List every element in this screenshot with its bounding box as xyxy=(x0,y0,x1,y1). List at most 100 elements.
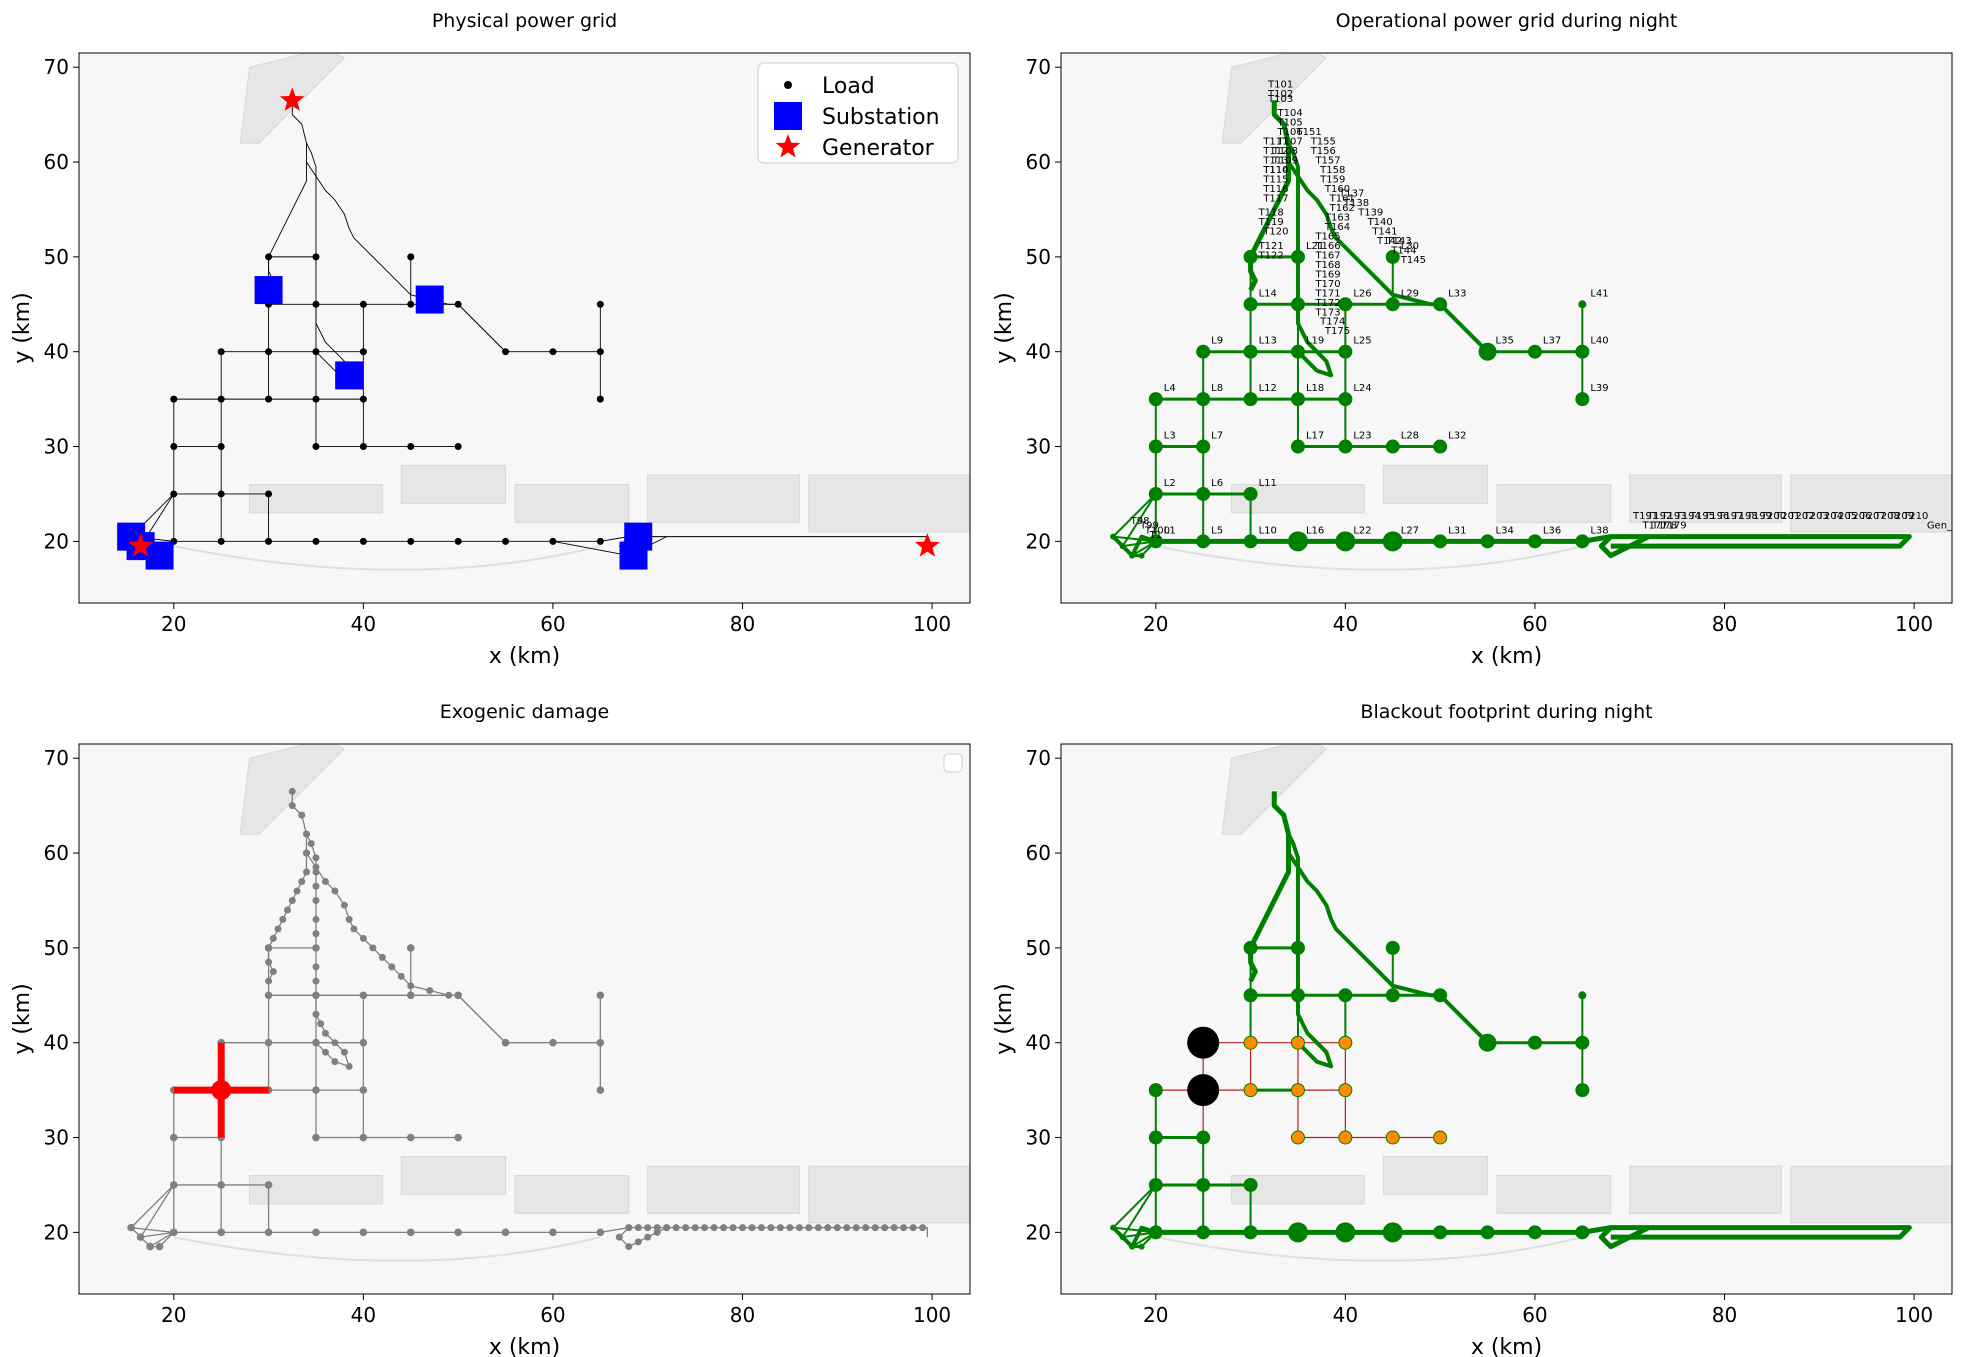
grid-node xyxy=(359,1038,368,1047)
node-label: T171 xyxy=(1314,288,1340,299)
operational-node xyxy=(1433,297,1448,312)
grid-node xyxy=(739,1224,747,1232)
grid-node xyxy=(615,1233,623,1241)
grid-node xyxy=(279,915,287,923)
grid-node xyxy=(264,1181,273,1189)
node-label: T117 xyxy=(1262,193,1288,204)
load-point xyxy=(312,348,320,356)
grid-node xyxy=(312,863,320,871)
operational-node xyxy=(1290,344,1305,359)
operational-node xyxy=(1243,534,1258,549)
grid-node xyxy=(127,1223,135,1232)
operational-node xyxy=(1196,1177,1211,1192)
node-label: L21 xyxy=(1306,241,1324,252)
terrain-shape xyxy=(1790,474,1952,533)
grid-node xyxy=(288,802,296,810)
load-point xyxy=(454,443,462,451)
operational-node xyxy=(1196,344,1211,359)
load-point xyxy=(312,537,320,545)
grid-node xyxy=(426,987,434,995)
network-layer xyxy=(117,87,940,570)
grid-node xyxy=(909,1224,917,1232)
x-tick-label: 100 xyxy=(1895,612,1933,636)
operational-node xyxy=(1338,439,1353,454)
grid-node xyxy=(312,1010,320,1018)
damaged-node xyxy=(211,1080,232,1101)
grid-node xyxy=(331,1058,339,1066)
grid-node xyxy=(217,1181,225,1189)
node-label: T203 xyxy=(1803,511,1829,522)
y-tick-label: 30 xyxy=(1026,435,1051,459)
load-point xyxy=(596,300,604,308)
y-axis-label: y (km) xyxy=(992,983,1017,1054)
node-label: L4 xyxy=(1164,383,1176,394)
operational-node xyxy=(1478,1033,1497,1052)
node-label: T205 xyxy=(1831,511,1857,522)
y-tick-label: 20 xyxy=(44,529,69,553)
grid-node xyxy=(302,830,310,838)
grid-node xyxy=(155,1242,164,1251)
node-label: L39 xyxy=(1590,383,1608,394)
chart-title: Physical power grid xyxy=(432,10,617,32)
node-label: T119 xyxy=(1258,217,1284,228)
grid-node xyxy=(406,1133,415,1142)
grid-node xyxy=(757,1224,765,1232)
node-label: T98 xyxy=(1130,516,1150,527)
grid-node xyxy=(359,1086,368,1094)
grid-node xyxy=(596,991,605,1000)
node-label: T210 xyxy=(1902,511,1928,522)
terrain-shape xyxy=(400,465,507,504)
panel-1: 20 40 60 80 100 20 30 40 50 60 70 Physical power gr… xyxy=(10,10,971,669)
node-label: L29 xyxy=(1401,288,1419,299)
node-label: L1 xyxy=(1164,525,1176,536)
generator-marker xyxy=(775,134,801,158)
grid-node xyxy=(824,1224,832,1232)
node-label: L2 xyxy=(1164,478,1176,489)
x-tick-label: 100 xyxy=(913,612,951,636)
node-label: T161 xyxy=(1329,193,1355,204)
grid-node xyxy=(900,1224,908,1232)
operational-node xyxy=(1243,249,1258,264)
operational-node xyxy=(1575,1035,1590,1050)
grid-node xyxy=(406,944,415,952)
grid-node xyxy=(321,878,329,885)
terrain-shape xyxy=(808,1165,970,1224)
operational-node xyxy=(1243,1225,1258,1240)
node-label: T198 xyxy=(1732,511,1758,522)
y-tick-label: 70 xyxy=(1026,55,1051,79)
x-tick-label: 60 xyxy=(540,612,565,636)
node-label: T158 xyxy=(1319,165,1345,176)
terrain-shape xyxy=(647,474,800,523)
grid-node xyxy=(634,1224,642,1232)
operational-node xyxy=(1243,988,1258,1003)
node-label: L7 xyxy=(1211,431,1223,442)
operational-node xyxy=(1527,344,1542,359)
grid-node xyxy=(625,1224,633,1232)
node-label: T196 xyxy=(1703,511,1729,522)
grid-node xyxy=(549,1038,557,1047)
y-tick-label: 30 xyxy=(44,1126,69,1150)
node-label: T195 xyxy=(1689,511,1715,522)
node-label: T138 xyxy=(1343,198,1369,209)
plot-frame xyxy=(1060,743,1953,1295)
load-point xyxy=(312,253,320,261)
grid-node xyxy=(169,1181,178,1189)
legend-marker-load xyxy=(784,81,792,89)
substation-marker xyxy=(145,541,174,570)
terrain-road xyxy=(173,1236,601,1262)
operational-node xyxy=(1129,552,1136,559)
node-label: L14 xyxy=(1259,288,1277,299)
y-tick-label: 40 xyxy=(1026,340,1051,364)
y-tick-label: 20 xyxy=(1026,1220,1051,1244)
operational-node xyxy=(1148,439,1163,454)
edge xyxy=(140,1184,175,1238)
grid-node xyxy=(312,915,320,923)
operational-node xyxy=(1338,297,1353,312)
grid-node xyxy=(345,1062,353,1070)
load-point xyxy=(217,443,225,451)
legend-label: Generator xyxy=(822,136,935,161)
x-axis-label: x (km) xyxy=(1471,644,1542,669)
grid-node xyxy=(890,1224,898,1232)
node-label: L26 xyxy=(1353,288,1371,299)
node-label: T107 xyxy=(1277,137,1303,148)
